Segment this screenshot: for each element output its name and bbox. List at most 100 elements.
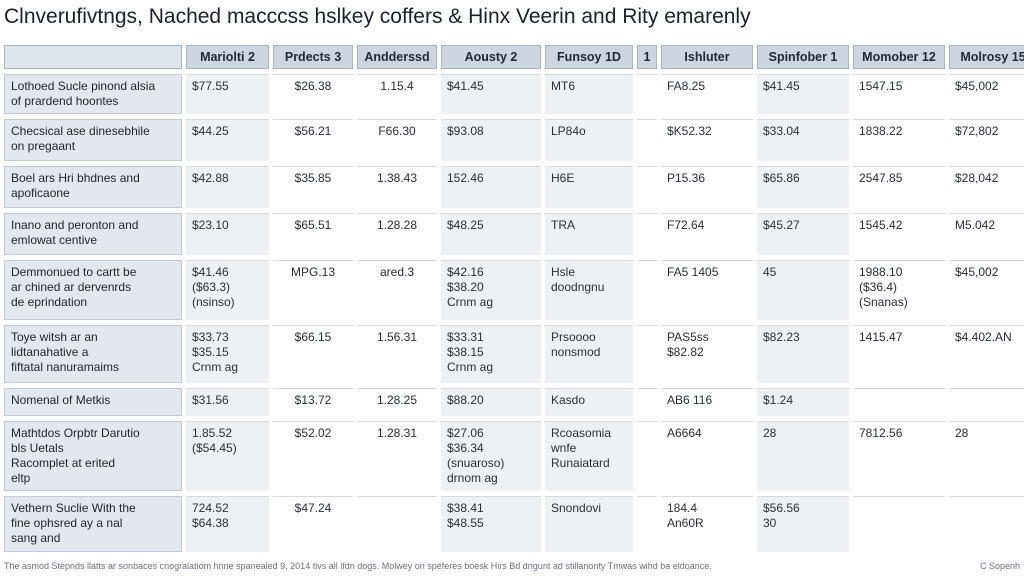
table-cell: $33.73 $35.15 Crnm ag	[186, 325, 269, 383]
table-cell: 1.38.43	[357, 166, 437, 208]
table-cell: 45	[757, 260, 849, 320]
table-cell	[637, 119, 657, 161]
table-cell	[637, 388, 657, 416]
table-cell: FA8.25	[661, 74, 753, 114]
table-cell: $38.41 $48.55	[441, 496, 541, 552]
table-cell	[357, 496, 437, 552]
table-cell: $41.45	[441, 74, 541, 114]
table-cell: $93.08	[441, 119, 541, 161]
table-cell: 724.52 $64.38	[186, 496, 269, 552]
table-cell: $26.38	[273, 74, 353, 114]
column-header: 1	[637, 45, 657, 69]
table-cell: A6664	[661, 421, 753, 491]
table-cell: $41.45	[757, 74, 849, 114]
table-cell: $31.56	[186, 388, 269, 416]
table-cell: $47.24	[273, 496, 353, 552]
table-header-row: Mariolti 2 Prdects 3 Andderssd Aousty 2 Funs…	[4, 45, 1024, 69]
column-header: Funsoy 1D	[545, 45, 633, 69]
table-cell: $45,002	[949, 74, 1024, 114]
table-cell: $42.88	[186, 166, 269, 208]
table-cell: MPG.13	[273, 260, 353, 320]
table-cell: $28,042	[949, 166, 1024, 208]
table-cell: $33.04	[757, 119, 849, 161]
table-cell: $72,802	[949, 119, 1024, 161]
table-row: Checsical ase dinesebhile on pregaant $44…	[4, 119, 1024, 161]
table-cell: F72.64	[661, 213, 753, 255]
table-row: Vethern Suclie With the fine ophsred ay …	[4, 496, 1024, 552]
footnote: The asmod Stepnds llatts ar sonbaces cno…	[4, 559, 1020, 573]
table-cell: $23.10	[186, 213, 269, 255]
table-row: Demmonued to cartt be ar chined ar derve…	[4, 260, 1024, 320]
table-cell: 1547.15	[853, 74, 945, 114]
table-cell: $65.51	[273, 213, 353, 255]
table-cell: 1.56.31	[357, 325, 437, 383]
column-header: Andderssd	[357, 45, 437, 69]
table-cell	[853, 388, 945, 416]
table-cell: 1415.47	[853, 325, 945, 383]
table-cell: 1838.22	[853, 119, 945, 161]
table-cell: $77.55	[186, 74, 269, 114]
table-cell: $45,002	[949, 260, 1024, 320]
table-row: Boel ars Hri bhdnes and apoficaone $42.88…	[4, 166, 1024, 208]
table-cell: Prsoooo nonsmod	[545, 325, 633, 383]
table-cell: 1.28.28	[357, 213, 437, 255]
table-cell: 28	[949, 421, 1024, 491]
table-cell: F66.30	[357, 119, 437, 161]
table-cell	[637, 421, 657, 491]
document-title: Clnverufivtngs, Nached macccss hslkey co…	[4, 5, 751, 28]
row-label: Lothoed Sucle pinond alsia of prardend h…	[4, 74, 182, 114]
column-header: Spinfober 1	[757, 45, 849, 69]
table-cell: H6E	[545, 166, 633, 208]
table-cell: 1.15.4	[357, 74, 437, 114]
table-cell: $41.46 ($63.3) (nsinso)	[186, 260, 269, 320]
table-cell: LP84o	[545, 119, 633, 161]
column-header: Momober 12	[853, 45, 945, 69]
table-cell: M5.042	[949, 213, 1024, 255]
table-cell: $65.86	[757, 166, 849, 208]
table-cell: $35.85	[273, 166, 353, 208]
footnote-text: The asmod Stepnds llatts ar sonbaces cno…	[4, 561, 712, 571]
table-cell: 1.85.52 ($54.45)	[186, 421, 269, 491]
table-cell	[949, 388, 1024, 416]
table-cell: 1.28.25	[357, 388, 437, 416]
table-row: Toye witsh ar an lidtanahative a fiftata…	[4, 325, 1024, 383]
table-cell: ared.3	[357, 260, 437, 320]
table-cell: P15.36	[661, 166, 753, 208]
row-label: Demmonued to cartt be ar chined ar derve…	[4, 260, 182, 320]
table-cell	[853, 496, 945, 552]
table-cell: $27.06 $36.34 (snuaroso) drnom ag	[441, 421, 541, 491]
table-cell: 2547.85	[853, 166, 945, 208]
table-cell	[637, 74, 657, 114]
table-body: Lothoed Sucle pinond alsia of prardend h…	[4, 74, 1024, 552]
table-cell: $K52.32	[661, 119, 753, 161]
table-row: Mathtdos Orpbtr Darutio bls Uetals Racom…	[4, 421, 1024, 491]
table-cell: $44.25	[186, 119, 269, 161]
table-cell: 1545.42	[853, 213, 945, 255]
column-header: Ishluter	[661, 45, 753, 69]
column-header-corner	[4, 45, 182, 69]
column-header: Aousty 2	[441, 45, 541, 69]
table-cell: 28	[757, 421, 849, 491]
table-cell: $88.20	[441, 388, 541, 416]
table-cell: $13.72	[273, 388, 353, 416]
row-label: Toye witsh ar an lidtanahative a fiftata…	[4, 325, 182, 383]
table-cell: Snondovi	[545, 496, 633, 552]
table-cell: AB6 116	[661, 388, 753, 416]
table-cell: $82.23	[757, 325, 849, 383]
table-cell: $4.402.AN	[949, 325, 1024, 383]
table-cell: 184.4 An60R	[661, 496, 753, 552]
table-cell	[637, 325, 657, 383]
table-row: Nomenal of Metkis $31.56 $13.72 1.28.25 $88.…	[4, 388, 1024, 416]
table-cell: $66.15	[273, 325, 353, 383]
column-header: Mariolti 2	[186, 45, 269, 69]
row-label: Vethern Suclie With the fine ophsred ay …	[4, 496, 182, 552]
table-cell: 7812.56	[853, 421, 945, 491]
table-cell	[949, 496, 1024, 552]
table-cell	[637, 496, 657, 552]
table-cell: $56.56 30	[757, 496, 849, 552]
table-cell	[637, 260, 657, 320]
table-cell: MT6	[545, 74, 633, 114]
row-label: Checsical ase dinesebhile on pregaant	[4, 119, 182, 161]
table-cell: $1.24	[757, 388, 849, 416]
table-cell: Kasdo	[545, 388, 633, 416]
